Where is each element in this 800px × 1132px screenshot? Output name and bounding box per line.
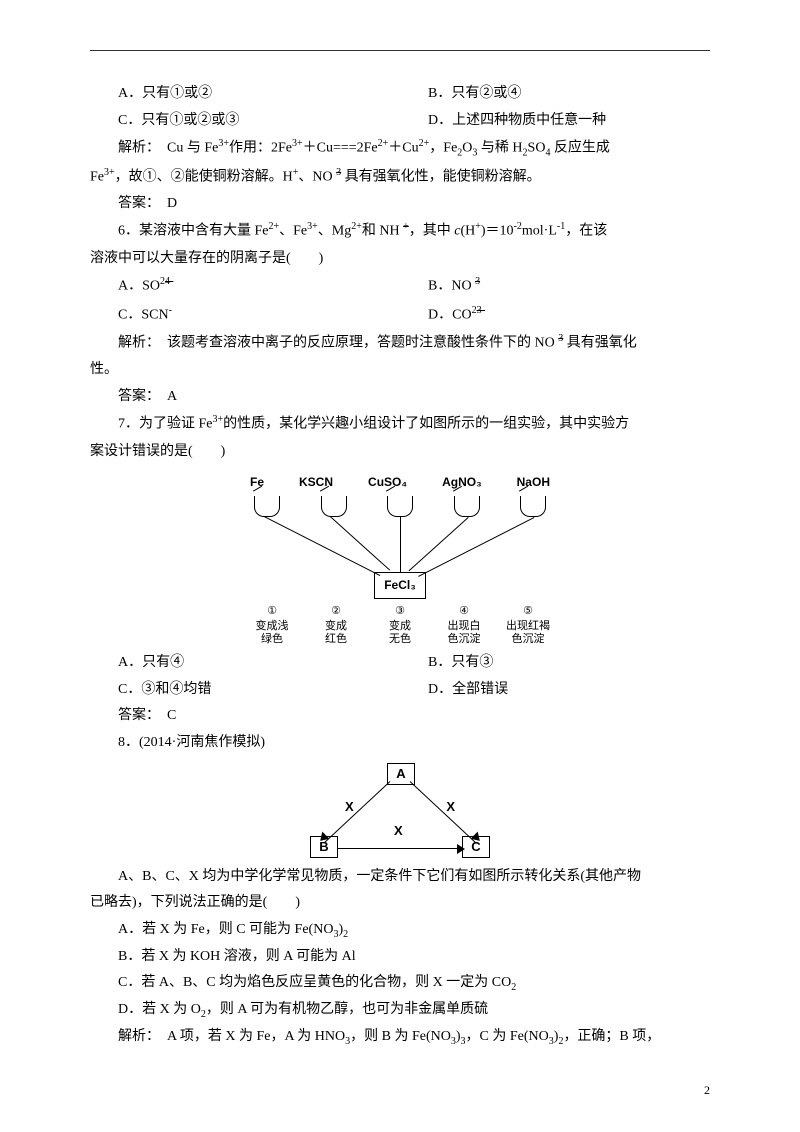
beaker-icon	[254, 496, 280, 517]
option-d: D．全部错误	[400, 677, 710, 704]
q7-answer: 答案： C	[90, 703, 710, 730]
q6-options-row1: A．SO24- B．NO 3	[90, 272, 710, 300]
q5-options-row1: A．只有①或② B．只有②或④	[90, 81, 710, 108]
q5-answer: 答案： D	[90, 191, 710, 218]
q6-answer: 答案： A	[90, 384, 710, 411]
result-4: ④出现白 色沉淀	[438, 605, 490, 647]
analysis-label: 解析：	[118, 141, 160, 156]
result-row: ①变成浅 绿色 ②变成 红色 ③变成 无色 ④出现白 色沉淀 ⑤出现红褐 色沉淀	[240, 605, 560, 647]
q7-options-row2: C．③和④均错 D．全部错误	[90, 677, 710, 704]
option-a: A．若 X 为 Fe，则 C 可能为 Fe(NO3)2	[90, 917, 710, 944]
option-c: C．SCN-	[90, 301, 400, 329]
result-3: ③变成 无色	[374, 605, 426, 647]
option-a: A．只有④	[90, 650, 400, 677]
q5-analysis: 解析： Cu 与 Fe3+作用：2Fe3+＋Cu===2Fe2+＋Cu2+，Fe…	[90, 134, 710, 162]
answer-label: 答案：	[118, 389, 160, 404]
option-d: D．CO23-	[400, 301, 710, 329]
beaker-row	[240, 496, 560, 517]
option-d: D．上述四种物质中任意一种	[400, 108, 710, 135]
beaker-icon	[520, 496, 546, 517]
edge-ac	[410, 781, 477, 843]
option-c: C．③和④均错	[90, 677, 400, 704]
beaker-icon	[454, 496, 480, 517]
q6-analysis-line2: 性。	[90, 357, 710, 384]
q6-analysis: 解析： 该题考查溶液中离子的反应原理，答题时注意酸性条件下的 NO 3 具有强氧…	[90, 329, 710, 357]
q7-stem: 7．为了验证 Fe3+的性质，某化学兴趣小组设计了如图所示的一组实验，其中实验方	[90, 410, 710, 438]
q8-triangle-diagram: A B C X X X	[300, 763, 500, 858]
beaker-icon	[387, 496, 413, 517]
q7-stem-line2: 案设计错误的是( )	[90, 439, 710, 466]
result-5: ⑤出现红褐 色沉淀	[502, 605, 554, 647]
q8-line2: 已略去)，下列说法正确的是( )	[90, 890, 710, 917]
option-b: B．只有②或④	[400, 81, 710, 108]
edge-label: X	[345, 795, 354, 820]
option-b: B．只有③	[400, 650, 710, 677]
edge-bc	[338, 848, 462, 849]
arrow-head-icon	[457, 844, 465, 854]
analysis-label: 解析：	[118, 335, 160, 350]
q8-line1: A、B、C、X 均为中学化学常见物质，一定条件下它们有如图所示转化关系(其他产物	[90, 864, 710, 891]
result-2: ②变成 红色	[310, 605, 362, 647]
document-page: A．只有①或② B．只有②或④ C．只有①或②或③ D．上述四种物质中任意一种 …	[0, 0, 800, 1132]
q6-stem-line2: 溶液中可以大量存在的阴离子是( )	[90, 246, 710, 273]
q6-options-row2: C．SCN- D．CO23-	[90, 301, 710, 329]
q8-stem: 8．(2014·河南焦作模拟)	[90, 730, 710, 757]
answer-value: D	[167, 196, 177, 211]
answer-value: A	[167, 389, 177, 404]
q7-options-row1: A．只有④ B．只有③	[90, 650, 710, 677]
edge-ab	[324, 781, 391, 843]
option-c: C．若 A、B、C 均为焰色反应呈黄色的化合物，则 X 一定为 CO2	[90, 970, 710, 997]
edge-label: X	[394, 819, 403, 844]
q5-analysis-line2: Fe3+，故①、②能使铜粉溶解。H+、NO 3 具有强氧化性，能使铜粉溶解。	[90, 163, 710, 191]
q8-analysis: 解析： A 项，若 X 为 Fe，A 为 HNO3，则 B 为 Fe(NO3)3…	[90, 1024, 710, 1051]
beaker-icon	[321, 496, 347, 517]
header-rule	[90, 50, 710, 51]
answer-label: 答案：	[118, 196, 160, 211]
option-c: C．只有①或②或③	[90, 108, 400, 135]
answer-label: 答案：	[118, 708, 160, 723]
edge-label: X	[446, 795, 455, 820]
q7-experiment-diagram: Fe KSCN CuSO₄ AgNO₃ NaOH FeCl₃ ①变成浅 绿色 ②…	[240, 471, 560, 646]
option-b: B．若 X 为 KOH 溶液，则 A 可能为 Al	[90, 944, 710, 971]
q5-options-row2: C．只有①或②或③ D．上述四种物质中任意一种	[90, 108, 710, 135]
converge-lines	[240, 517, 560, 572]
option-a: A．SO24-	[90, 272, 400, 300]
option-a: A．只有①或②	[90, 81, 400, 108]
reagent-row: Fe KSCN CuSO₄ AgNO₃ NaOH	[240, 471, 560, 494]
answer-value: C	[167, 708, 176, 723]
analysis-label: 解析：	[118, 1029, 160, 1044]
page-number: 2	[704, 1079, 710, 1102]
option-b: B．NO 3	[400, 272, 710, 300]
option-d: D．若 X 为 O2，则 A 可为有机物乙醇，也可为非金属单质硫	[90, 997, 710, 1024]
result-1: ①变成浅 绿色	[246, 605, 298, 647]
q6-stem: 6．某溶液中含有大量 Fe2+、Fe3+、Mg2+和 NH +，其中 c(H+)…	[90, 217, 710, 245]
